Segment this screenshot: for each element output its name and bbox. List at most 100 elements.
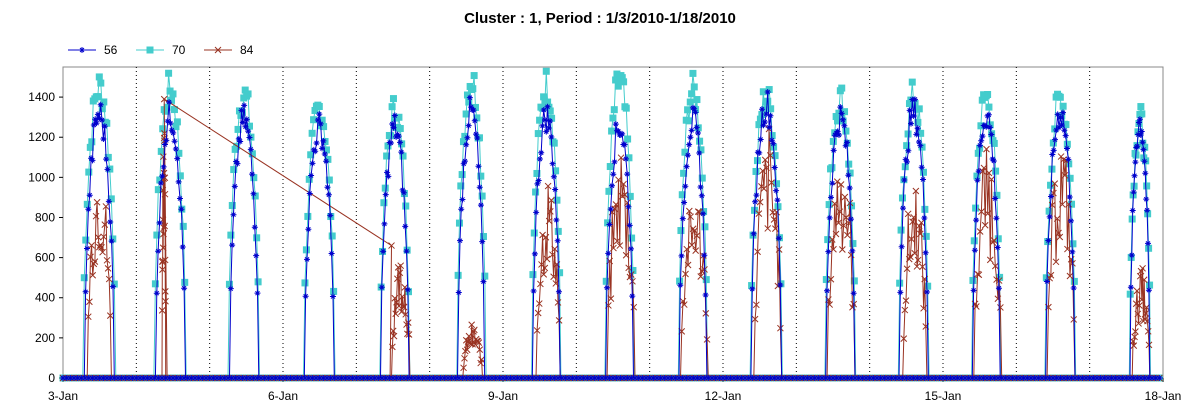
data-point	[168, 127, 175, 134]
data-point	[170, 106, 178, 114]
data-point	[605, 187, 613, 195]
data-point	[540, 107, 547, 114]
data-point	[389, 343, 396, 351]
data-point	[922, 232, 930, 240]
data-point	[859, 375, 866, 381]
data-point	[426, 375, 433, 381]
data-point	[368, 375, 374, 381]
data-point	[85, 206, 92, 213]
data-point	[539, 122, 546, 129]
data-point	[338, 375, 345, 381]
data-point	[74, 375, 81, 381]
data-point	[542, 233, 550, 241]
data-point	[688, 90, 696, 98]
data-point	[1070, 277, 1078, 285]
data-point	[850, 277, 858, 285]
data-point	[233, 158, 240, 165]
data-point	[991, 262, 999, 270]
data-point	[610, 244, 617, 252]
data-point	[452, 375, 459, 381]
data-point	[815, 375, 822, 381]
data-point	[622, 251, 630, 259]
data-point	[393, 133, 400, 140]
data-point	[304, 256, 310, 263]
data-point	[159, 153, 167, 161]
data-point	[96, 375, 103, 381]
data-point	[272, 375, 279, 381]
data-point	[402, 223, 409, 230]
data-point	[1056, 124, 1062, 131]
data-point	[455, 289, 462, 296]
data-point	[455, 219, 463, 227]
data-point	[595, 375, 602, 381]
data-point	[551, 375, 558, 381]
data-point	[974, 177, 981, 184]
data-point	[245, 128, 252, 135]
data-point	[650, 375, 657, 381]
data-point	[984, 210, 992, 218]
data-point	[133, 375, 140, 381]
series-56	[60, 89, 1163, 381]
data-point	[172, 146, 179, 153]
data-point	[1143, 196, 1150, 203]
data-point	[763, 164, 770, 172]
data-point	[398, 308, 405, 316]
data-point	[685, 207, 693, 215]
data-point	[258, 375, 264, 381]
data-point	[828, 236, 836, 243]
data-point	[562, 375, 569, 381]
data-point	[102, 203, 110, 210]
data-point	[385, 173, 392, 180]
data-point	[380, 199, 388, 207]
data-point	[250, 190, 257, 197]
data-point	[688, 127, 695, 134]
data-point	[901, 176, 908, 183]
data-point	[760, 375, 767, 381]
data-point	[328, 250, 335, 257]
data-point	[546, 208, 554, 215]
data-point	[1144, 207, 1151, 214]
data-point	[621, 375, 627, 381]
data-point	[471, 326, 478, 334]
data-point	[538, 149, 545, 156]
data-point	[768, 179, 775, 186]
data-point	[473, 131, 480, 138]
data-point	[456, 375, 462, 381]
data-point	[445, 375, 451, 381]
data-point	[94, 93, 102, 101]
data-point	[764, 89, 771, 96]
data-point	[1028, 375, 1034, 381]
data-point	[158, 306, 166, 314]
data-point	[986, 256, 994, 264]
data-point	[470, 107, 477, 114]
data-point	[547, 375, 554, 381]
data-point	[688, 241, 696, 249]
data-point	[1127, 375, 1133, 381]
data-point	[1052, 258, 1060, 266]
y-tick-label: 1200	[28, 130, 55, 144]
data-point	[398, 149, 405, 156]
data-point	[1145, 287, 1152, 294]
data-point	[115, 375, 121, 381]
data-point	[214, 46, 222, 54]
data-point	[727, 375, 734, 381]
data-point	[1101, 375, 1108, 381]
data-point	[903, 265, 911, 273]
data-point	[161, 288, 169, 295]
data-point	[969, 375, 976, 381]
data-point	[914, 256, 922, 264]
data-point	[241, 102, 248, 109]
data-point	[972, 303, 980, 310]
data-point	[360, 375, 367, 381]
data-point	[1066, 272, 1074, 280]
data-point	[1066, 194, 1073, 201]
data-point	[390, 124, 397, 131]
data-point	[687, 375, 693, 381]
data-point	[239, 375, 246, 381]
data-point	[836, 131, 842, 138]
data-point	[379, 375, 385, 381]
data-point	[388, 242, 395, 249]
data-point	[1130, 189, 1137, 196]
data-point	[881, 375, 888, 381]
data-point	[536, 375, 543, 381]
